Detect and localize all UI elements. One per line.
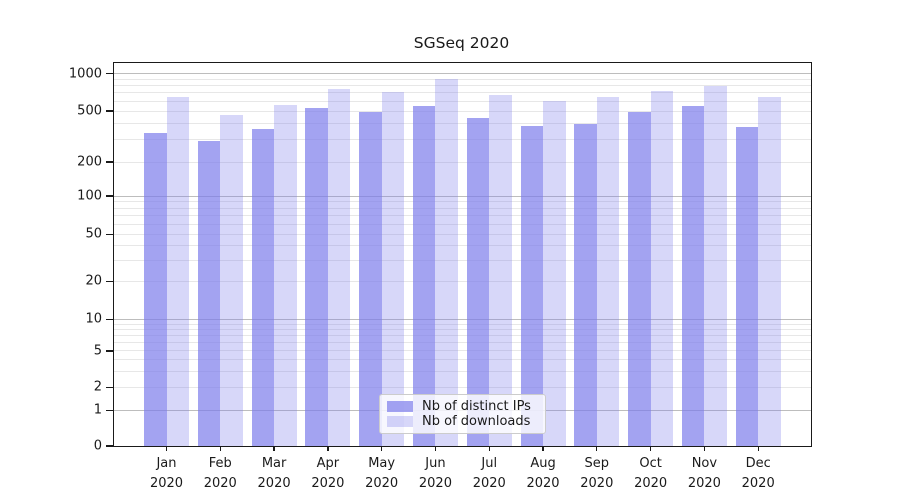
bar-downloads-feb (220, 115, 243, 446)
y-tick-mark (106, 161, 113, 163)
y-tick-mark (106, 350, 113, 352)
x-tick-label-dec: Dec 2020 (741, 456, 775, 491)
bar-distinct-ips-may (359, 111, 382, 446)
x-tick-label-jan: Jan 2020 (149, 456, 184, 491)
x-tick-mark (165, 446, 168, 451)
minor-gridline (114, 78, 811, 80)
x-tick-mark (327, 446, 329, 451)
y-tick-label: 500 (77, 103, 102, 119)
x-tick-year: 2020 (741, 476, 775, 491)
legend-item-downloads: Nb of downloads (387, 414, 537, 429)
legend-swatch-downloads (387, 416, 413, 427)
legend-item-distinct-ips: Nb of distinct IPs (387, 399, 537, 414)
bar-distinct-ips-nov (681, 106, 705, 446)
legend-swatch-distinct-ips (387, 401, 413, 412)
y-tick-mark (106, 409, 113, 411)
x-tick-label-jun: Jun 2020 (418, 456, 452, 491)
x-tick-label-may: May 2020 (365, 456, 399, 491)
bar-distinct-ips-mar (251, 129, 275, 446)
x-tick-label-sep: Sep 2020 (580, 456, 614, 491)
x-tick-year: 2020 (149, 476, 184, 491)
x-tick-mark (381, 446, 383, 451)
chart-title: SGSeq 2020 (413, 34, 510, 52)
bar-downloads-jun (435, 78, 458, 446)
y-tick-mark (106, 110, 113, 112)
bar-downloads-may (381, 92, 405, 446)
major-gridline (114, 73, 811, 75)
bar-distinct-ips-aug (520, 125, 544, 446)
x-tick-mark (219, 446, 221, 451)
x-tick-label-nov: Nov 2020 (687, 456, 721, 491)
legend-label-downloads: Nb of downloads (422, 414, 531, 429)
x-tick-year: 2020 (526, 476, 560, 491)
y-tick-mark (106, 73, 113, 75)
legend: Nb of distinct IPs Nb of downloads (379, 394, 546, 434)
y-tick-label: 2 (93, 379, 102, 395)
x-tick-year: 2020 (687, 476, 721, 491)
bar-distinct-ips-sep (574, 124, 597, 446)
x-tick-year: 2020 (203, 476, 237, 491)
y-tick-mark (106, 445, 113, 447)
bar-downloads-apr (327, 89, 351, 446)
x-tick-mark (757, 446, 759, 451)
y-tick-label: 20 (85, 273, 102, 289)
bar-distinct-ips-apr (305, 107, 328, 446)
x-tick-label-apr: Apr 2020 (311, 456, 345, 491)
bar-downloads-mar (274, 105, 297, 446)
bar-distinct-ips-jun (412, 106, 436, 446)
x-tick-year: 2020 (472, 476, 506, 491)
y-tick-mark (106, 280, 113, 282)
x-tick-mark (703, 446, 706, 451)
bar-downloads-nov (704, 86, 727, 446)
y-tick-label: 50 (85, 226, 102, 242)
x-tick-year: 2020 (580, 476, 614, 491)
x-tick-mark (596, 446, 598, 451)
x-tick-year: 2020 (418, 476, 452, 491)
bar-distinct-ips-oct (628, 112, 651, 446)
x-tick-label-aug: Aug 2020 (526, 456, 560, 491)
legend-label-distinct-ips: Nb of distinct IPs (422, 399, 531, 414)
plot-area: Nb of distinct IPs Nb of downloads 0 1 2 5 1… (69, 62, 812, 491)
x-tick-label-oct: Oct 2020 (634, 456, 668, 491)
y-tick-label: 0 (93, 438, 102, 454)
y-tick-mark (106, 233, 113, 236)
x-tick-year: 2020 (634, 476, 668, 491)
y-tick-label: 200 (77, 154, 102, 170)
y-tick-label: 5 (93, 343, 102, 359)
y-tick-mark (106, 386, 113, 388)
y-tick-label: 1 (93, 402, 102, 418)
x-tick-mark (434, 446, 437, 451)
y-tick-mark (106, 318, 113, 321)
x-tick-label-feb: Feb 2020 (203, 456, 237, 491)
x-tick-mark (542, 446, 544, 451)
y-tick-label: 1000 (68, 66, 102, 82)
x-tick-label-jul: Jul 2020 (472, 456, 506, 491)
bar-downloads-sep (596, 96, 620, 446)
bar-distinct-ips-dec (735, 127, 759, 446)
x-tick-year: 2020 (311, 476, 345, 491)
bar-distinct-ips-jan (144, 132, 167, 446)
x-tick-mark (649, 446, 652, 451)
x-tick-year: 2020 (257, 476, 291, 491)
bar-downloads-oct (650, 91, 674, 446)
x-tick-mark (273, 446, 275, 451)
bar-distinct-ips-feb (197, 141, 221, 446)
y-tick-label: 10 (85, 311, 102, 327)
bar-downloads-aug (543, 101, 566, 446)
bar-downloads-dec (758, 97, 781, 446)
x-tick-year: 2020 (365, 476, 399, 491)
y-tick-label: 100 (77, 188, 102, 204)
x-tick-mark (488, 446, 490, 451)
bar-downloads-jan (166, 96, 189, 446)
y-tick-mark (106, 195, 113, 197)
x-tick-label-mar: Mar 2020 (257, 456, 291, 491)
bar-distinct-ips-jul (466, 117, 490, 446)
bar-downloads-jul (489, 94, 512, 446)
